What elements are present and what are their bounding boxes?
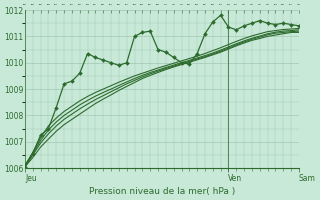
X-axis label: Pression niveau de la mer( hPa ): Pression niveau de la mer( hPa ) <box>89 187 235 196</box>
